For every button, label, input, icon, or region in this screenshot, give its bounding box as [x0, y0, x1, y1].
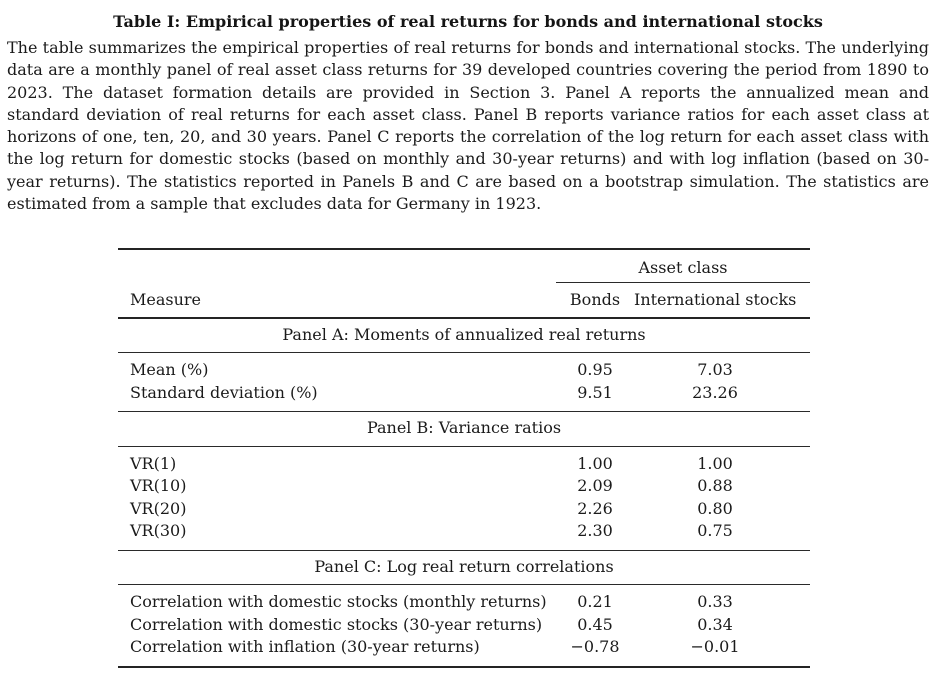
- intl-stocks-value-cell: 23.26: [692, 382, 738, 402]
- intl-stocks-value-cell: 0.33: [697, 592, 733, 611]
- row-right-pad: [796, 382, 810, 405]
- bonds-value-cell: −0.78: [570, 637, 620, 656]
- row-right-pad: [796, 475, 810, 498]
- table-row: VR(30) 2.30 0.75: [118, 520, 810, 543]
- bonds-value-cell: 9.51: [577, 382, 613, 402]
- intl-stocks-value-cell: 0.88: [697, 476, 733, 495]
- row-right-pad: [796, 453, 810, 476]
- measure-cell: Correlation with domestic stocks (30-yea…: [130, 614, 543, 634]
- measure-cell: Correlation with inflation (30-year retu…: [130, 637, 480, 656]
- bonds-value-cell: 0.95: [577, 360, 613, 379]
- row-right-pad: [796, 614, 810, 637]
- statistics-table: Asset class Measure Bonds International …: [118, 248, 810, 668]
- intl-stocks-value-cell: −0.01: [690, 637, 740, 656]
- table-row: Mean (%) 0.95 7.03: [118, 359, 810, 382]
- bonds-value-cell: 0.45: [577, 614, 613, 634]
- table-row: Standard deviation (%) 9.51 23.26: [118, 382, 810, 405]
- table-row: VR(20) 2.26 0.80: [118, 498, 810, 521]
- panel-rows: Mean (%) 0.95 7.03 Standard deviation (%) 9.…: [118, 353, 810, 412]
- row-right-pad: [796, 636, 810, 659]
- table-row: Correlation with inflation (30-year retu…: [118, 636, 810, 659]
- intl-stocks-value-cell: 0.34: [697, 614, 733, 634]
- measure-cell: VR(30): [130, 521, 187, 540]
- asset-class-group-header: Asset class: [556, 250, 810, 283]
- measure-cell: VR(10): [130, 476, 187, 495]
- table-title: Table I: Empirical properties of real re…: [113, 12, 823, 31]
- panel-title: Panel C: Log real return correlations: [118, 551, 810, 585]
- bonds-value-cell: 1.00: [577, 453, 613, 473]
- row-right-pad: [796, 591, 810, 614]
- table-row: VR(1) 1.00 1.00: [118, 453, 810, 476]
- row-right-pad: [796, 520, 810, 543]
- bonds-value-cell: 0.21: [577, 592, 613, 611]
- measure-cell: Correlation with domestic stocks (monthl…: [130, 592, 547, 611]
- group-header-spacer: [118, 250, 556, 283]
- intl-stocks-value-cell: 0.75: [697, 521, 733, 540]
- group-header-row: Asset class: [118, 250, 810, 283]
- bonds-column-header: Bonds: [569, 290, 621, 309]
- bonds-value-cell: 2.30: [577, 521, 613, 540]
- intl-stocks-value-cell: 0.80: [697, 498, 733, 518]
- panel-rows: Correlation with domestic stocks (monthl…: [118, 585, 810, 666]
- measure-column-header: Measure: [130, 290, 202, 309]
- panel-rows: VR(1) 1.00 1.00 VR(10) 2.09 0.88 VR(20) 2.26 0.8…: [118, 447, 810, 551]
- panel-title: Panel B: Variance ratios: [118, 412, 810, 447]
- intl-stocks-value-cell: 7.03: [697, 360, 733, 379]
- table-header: Asset class Measure Bonds International …: [118, 250, 810, 319]
- intl-stocks-column-header: International stocks: [634, 290, 797, 309]
- intl-stocks-value-cell: 1.00: [697, 453, 733, 473]
- measure-cell: Mean (%): [130, 360, 209, 379]
- table-row: VR(10) 2.09 0.88: [118, 475, 810, 498]
- measure-cell: Standard deviation (%): [130, 382, 318, 402]
- measure-cell: VR(1): [130, 453, 177, 473]
- bonds-value-cell: 2.26: [577, 498, 613, 518]
- bonds-value-cell: 2.09: [577, 476, 613, 495]
- table-row: Correlation with domestic stocks (monthl…: [118, 591, 810, 614]
- table-caption: The table summarizes the empirical prope…: [7, 38, 929, 214]
- column-header-row: Measure Bonds International stocks: [118, 283, 810, 317]
- row-right-pad: [796, 498, 810, 521]
- measure-cell: VR(20): [130, 498, 187, 518]
- panel-title: Panel A: Moments of annualized real retu…: [118, 319, 810, 353]
- row-right-pad: [796, 359, 810, 382]
- table-panels: Panel A: Moments of annualized real retu…: [118, 319, 810, 666]
- table-row: Correlation with domestic stocks (30-yea…: [118, 614, 810, 637]
